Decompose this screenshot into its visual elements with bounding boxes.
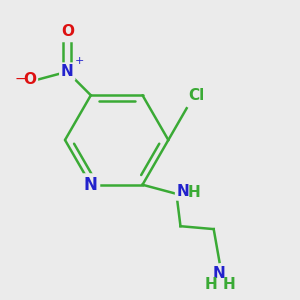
Text: +: + [75, 56, 84, 66]
Text: −: − [14, 71, 26, 85]
Text: N: N [84, 176, 98, 194]
Text: O: O [61, 24, 74, 39]
Text: H: H [188, 185, 200, 200]
Text: H: H [222, 277, 235, 292]
Text: O: O [24, 72, 37, 87]
Text: N: N [61, 64, 74, 79]
Text: N: N [213, 266, 226, 281]
Text: N: N [176, 184, 189, 199]
Text: H: H [205, 277, 217, 292]
Text: Cl: Cl [188, 88, 205, 103]
